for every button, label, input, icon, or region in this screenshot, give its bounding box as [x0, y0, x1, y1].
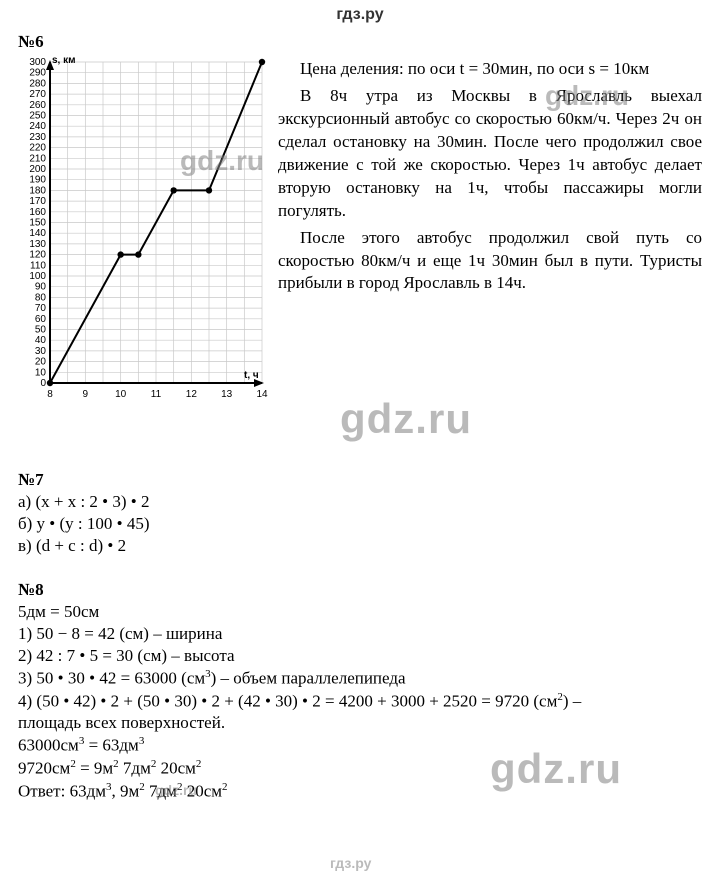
task8-l1: 1) 50 − 8 = 42 (см) – ширина	[18, 624, 702, 644]
svg-text:14: 14	[256, 389, 268, 400]
task8-l2: 2) 42 : 7 • 5 = 30 (см) – высота	[18, 646, 702, 666]
svg-text:230: 230	[29, 132, 46, 143]
svg-text:70: 70	[35, 303, 47, 314]
svg-text:13: 13	[221, 389, 233, 400]
svg-text:10: 10	[115, 389, 127, 400]
task7-a: а) (x + x : 2 • 3) • 2	[18, 492, 702, 512]
chart-container: 8910111213140102030405060708090100110120…	[18, 54, 268, 414]
watermark: гдз.ру	[330, 855, 371, 871]
svg-text:8: 8	[47, 389, 53, 400]
svg-text:150: 150	[29, 218, 46, 229]
svg-text:180: 180	[29, 185, 46, 196]
task6-number: №6	[18, 32, 702, 52]
task6-para2: После этого автобус продолжил свой путь …	[278, 227, 702, 296]
task8-answer: Ответ: 63дм3, 9м2 7дм2 20см2	[18, 781, 702, 802]
page-content: №6 8910111213140102030405060708090100110…	[0, 32, 720, 801]
svg-text:260: 260	[29, 100, 46, 111]
task8-l4: 4) (50 • 42) • 2 + (50 • 30) • 2 + (42 •…	[18, 691, 702, 712]
svg-text:10: 10	[35, 367, 47, 378]
svg-text:60: 60	[35, 314, 47, 325]
svg-text:250: 250	[29, 111, 46, 122]
task8-l0: 5дм = 50см	[18, 602, 702, 622]
svg-text:40: 40	[35, 335, 47, 346]
svg-text:s, км: s, км	[52, 55, 76, 66]
task8-l7: 9720см2 = 9м2 7дм2 20см2	[18, 758, 702, 779]
svg-text:50: 50	[35, 325, 47, 336]
site-header: гдз.ру	[0, 0, 720, 26]
task6-para1: В 8ч утра из Москвы в Ярославль выехал э…	[278, 85, 702, 223]
svg-text:220: 220	[29, 143, 46, 154]
svg-text:90: 90	[35, 282, 47, 293]
svg-text:280: 280	[29, 78, 46, 89]
task7-b: б) y • (y : 100 • 45)	[18, 514, 702, 534]
svg-text:210: 210	[29, 153, 46, 164]
task8-l3: 3) 50 • 30 • 42 = 63000 (см3) – объем па…	[18, 668, 702, 689]
svg-text:140: 140	[29, 228, 46, 239]
svg-text:120: 120	[29, 250, 46, 261]
svg-text:130: 130	[29, 239, 46, 250]
svg-text:9: 9	[83, 389, 89, 400]
task6-text: Цена деления: по оси t = 30мин, по оси s…	[278, 54, 702, 299]
svg-text:20: 20	[35, 357, 47, 368]
svg-text:300: 300	[29, 57, 46, 68]
scale-note: Цена деления: по оси t = 30мин, по оси s…	[278, 58, 702, 81]
task8-l5: площадь всех поверхностей.	[18, 713, 702, 733]
task7-number: №7	[18, 470, 702, 490]
svg-text:270: 270	[29, 89, 46, 100]
svg-text:0: 0	[40, 378, 46, 389]
svg-text:30: 30	[35, 346, 47, 357]
task7-c: в) (d + c : d) • 2	[18, 536, 702, 556]
svg-text:240: 240	[29, 121, 46, 132]
task8-l6: 63000см3 = 63дм3	[18, 735, 702, 756]
svg-text:200: 200	[29, 164, 46, 175]
svg-text:110: 110	[30, 260, 46, 271]
svg-text:190: 190	[29, 175, 46, 186]
svg-text:160: 160	[29, 207, 46, 218]
svg-text:t, ч: t, ч	[244, 370, 259, 381]
svg-text:170: 170	[29, 196, 46, 207]
svg-text:80: 80	[35, 292, 47, 303]
distance-time-chart: 8910111213140102030405060708090100110120…	[18, 54, 268, 409]
task8-number: №8	[18, 580, 702, 600]
svg-text:290: 290	[29, 68, 46, 79]
task6-row: 8910111213140102030405060708090100110120…	[18, 54, 702, 414]
svg-text:100: 100	[29, 271, 46, 282]
svg-text:11: 11	[151, 389, 162, 400]
svg-text:12: 12	[186, 389, 198, 400]
